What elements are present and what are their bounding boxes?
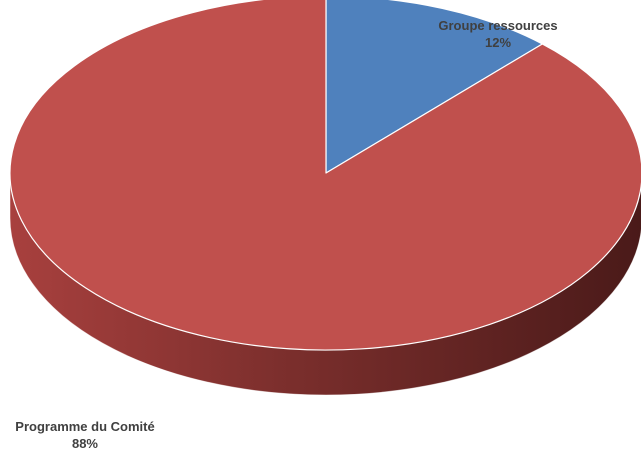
slice-category-label: Programme du Comité — [15, 419, 155, 434]
slice-label-groupe-ressources: Groupe ressources 12% — [438, 17, 557, 51]
pie-side-outline — [9, 173, 641, 396]
pie-slices — [9, 0, 641, 396]
pie-slice-1 — [9, 0, 641, 351]
pie-side-wall — [10, 173, 641, 395]
pie-slice-0 — [325, 0, 543, 174]
slice-percent-label: 12% — [484, 35, 512, 50]
slice-percent-label: 88% — [71, 436, 99, 451]
slice-category-label: Groupe ressources — [438, 18, 558, 33]
slice-label-programme-du-comite: Programme du Comité 88% — [15, 418, 154, 452]
